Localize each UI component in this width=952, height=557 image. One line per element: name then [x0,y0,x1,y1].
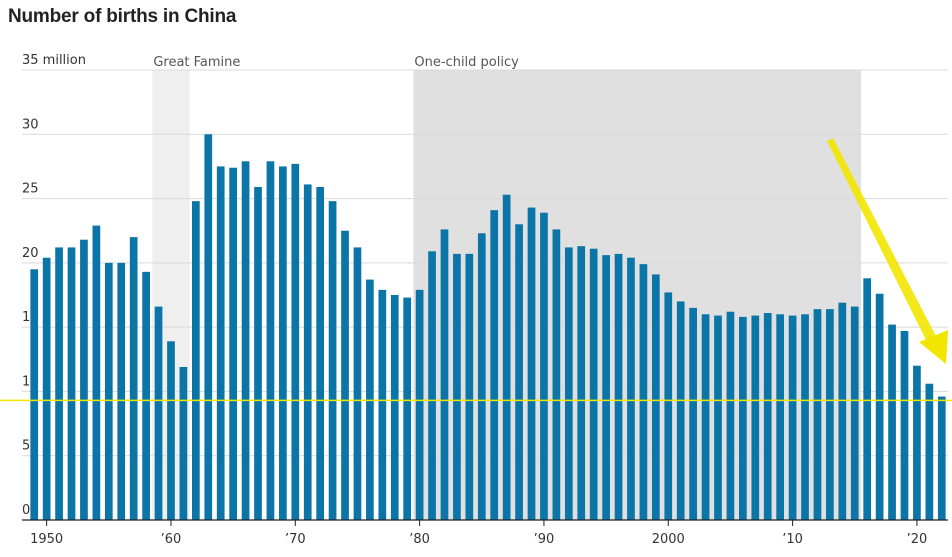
bar-1975 [353,247,362,520]
bar-1965 [229,167,237,520]
period-label-1: Great Famine [153,55,240,70]
bar-1962 [191,201,200,520]
bar-2011 [801,314,809,520]
bar-1950 [42,257,51,520]
bar-2016 [863,278,872,520]
bar-1952 [67,247,76,520]
bar-2001 [676,301,685,520]
bar-1960 [167,341,175,520]
arrow-shaft [827,138,938,346]
bar-2015 [850,306,859,520]
bar-2019 [900,331,909,520]
bar-2012 [813,309,822,520]
bar-1989 [527,207,536,521]
bar-2022 [937,396,946,520]
y-tick-label-30: 30 [22,117,39,132]
bar-1963 [204,134,213,521]
bar-2000 [664,292,673,520]
bar-1958 [142,271,150,520]
bar-1980 [415,289,424,520]
bar-1964 [216,166,225,520]
bar-1995 [602,255,610,520]
bar-2005 [726,311,735,520]
x-axis: 1950 ’60 ’70 ’80 ’90 2000 ’10 ’20 [22,519,948,547]
x-tick-label-2020: ’20 [907,532,928,547]
bar-1973 [328,201,337,520]
bar-2020 [913,365,921,520]
bar-1977 [378,289,387,520]
bar-2008 [763,313,772,520]
x-tick-label-1970: ’70 [285,532,306,547]
annotation-overlay [0,138,952,402]
period-label-2: One-child policy [414,55,519,70]
bar-1984 [465,253,474,520]
bar-1949 [30,269,39,520]
bar-1957 [129,237,138,520]
y-tick-label-0: 0 [22,503,30,518]
bar-2006 [739,316,747,520]
bar-1983 [453,253,461,520]
bar-2017 [875,293,884,520]
bar-1955 [104,262,113,520]
bar-1970 [291,163,300,520]
bar-1996 [614,253,623,520]
y-tick-label-5: 5 [22,439,30,454]
bar-1956 [117,262,126,520]
x-tick-label-1980: ’80 [409,532,430,547]
x-tick-label-1960: ’60 [161,532,182,547]
bar-2014 [838,302,847,520]
bar-1972 [316,187,325,520]
bar-1992 [564,247,573,520]
bar-1968 [266,161,275,521]
bar-2004 [714,315,722,520]
x-tick-label-2010: ’10 [782,532,803,547]
y-tick-label-20: 20 [22,246,39,261]
bar-1986 [490,210,499,520]
bar-1971 [303,184,312,520]
bar-2013 [826,309,834,520]
bar-1969 [279,166,287,520]
bar-1961 [179,367,188,520]
bar-1979 [403,297,412,520]
bar-1991 [552,229,561,520]
bar-1978 [390,295,399,520]
bar-1959 [154,306,163,520]
bar-1993 [577,246,586,520]
bar-2003 [701,314,710,520]
bar-1999 [651,274,660,520]
chart-title: Number of births in China [8,6,237,27]
bar-1966 [241,161,250,521]
bar-2007 [751,315,760,520]
bar-1974 [341,230,349,520]
bar-2021 [925,383,934,520]
x-tick-label-2000: 2000 [652,532,685,547]
bar-2009 [776,314,785,520]
bar-1988 [515,224,523,521]
bar-1994 [589,248,598,520]
x-tick-label-1990: ’90 [534,532,555,547]
bar-1987 [502,194,511,520]
y-tick-label-25: 25 [22,182,39,197]
period-band-2 [413,70,861,520]
arrow-head [919,330,948,364]
y-tick-label-35: 35 million [22,53,86,68]
bar-1954 [92,225,101,521]
bar-1967 [254,187,262,520]
bar-2010 [788,315,797,520]
bar-1981 [428,251,436,521]
bar-1985 [477,233,486,521]
bar-1998 [639,264,648,520]
bar-2002 [689,307,697,520]
bar-1997 [627,257,635,520]
bar-1951 [55,247,63,520]
bar-1990 [540,212,548,520]
bar-1953 [80,239,88,520]
bar-2018 [888,324,896,520]
x-tick-label-1950: 1950 [30,532,63,547]
bar-1982 [440,229,449,520]
